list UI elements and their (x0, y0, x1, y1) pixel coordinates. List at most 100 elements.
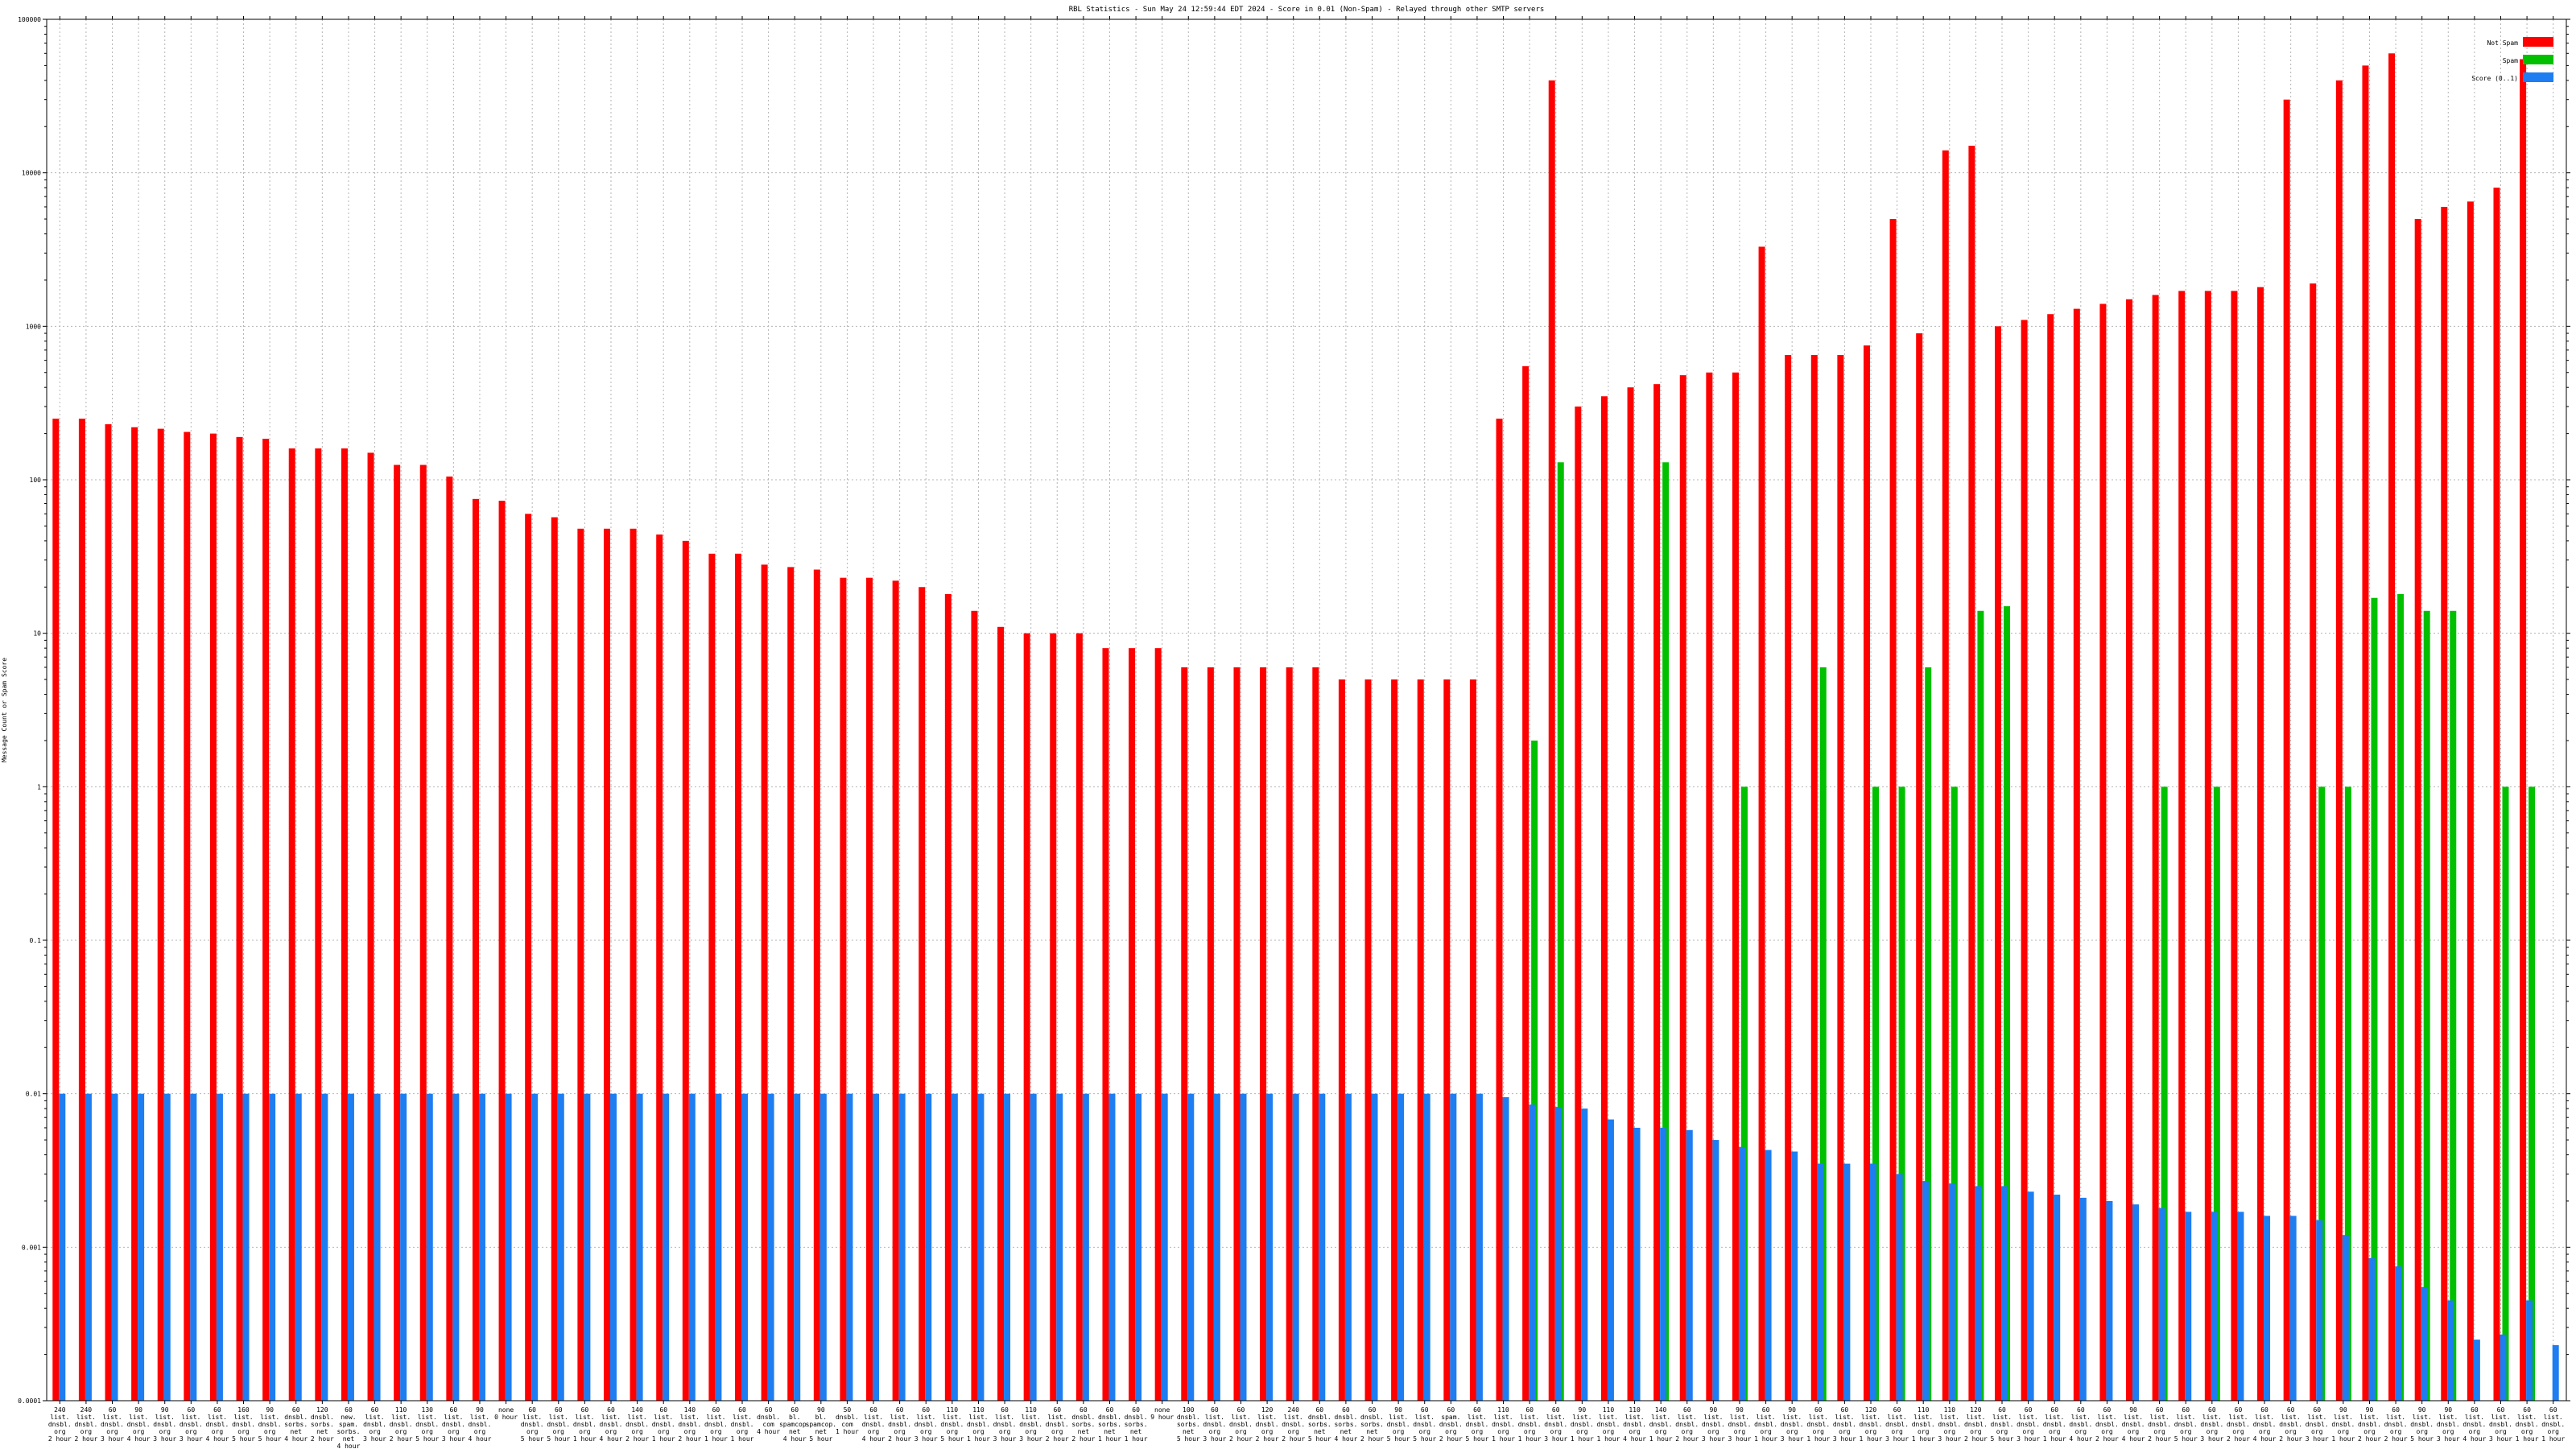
x-category-label: org (1261, 1428, 1274, 1435)
x-category-label: org (2469, 1428, 2481, 1435)
bar-score (2473, 1340, 2480, 1401)
x-category-label: 120 (1865, 1406, 1877, 1414)
x-category-label: 160 (237, 1406, 250, 1414)
x-category-label: dnsbl. (2516, 1421, 2539, 1428)
x-category-label: 60 (345, 1406, 353, 1414)
x-category-label: org (1707, 1428, 1719, 1435)
x-category-label: 5 hour (521, 1435, 544, 1443)
x-category-label: 0 hour (494, 1414, 518, 1421)
legend: Not Spam Spam Score (0..1) (2471, 37, 2553, 82)
y-axis-ticks: 0.0001 0.001 0.01 0.1 1 10 100 1000 10000 100000 (18, 16, 2570, 1405)
bar-score (663, 1093, 670, 1401)
x-category-label: 60 (2497, 1406, 2505, 1414)
bar-score (59, 1093, 66, 1401)
x-category-label: org (2075, 1428, 2087, 1435)
x-category-label: org (1629, 1428, 1641, 1435)
x-category-label: dnsbl. (390, 1421, 413, 1428)
x-category-label: 60 (450, 1406, 458, 1414)
bar-score (295, 1093, 302, 1401)
bar-score (1450, 1093, 1457, 1401)
bar-not-spam (1600, 396, 1608, 1401)
x-category-label: dnsbl. (363, 1421, 386, 1428)
x-category-label: list. (2307, 1414, 2326, 1421)
x-category-label: 5 hour (1413, 1435, 1436, 1443)
x-category-label: list. (1546, 1414, 1566, 1421)
x-category-label: org (2101, 1428, 2113, 1435)
x-category-label: 90 (1579, 1406, 1587, 1414)
x-category-label: 4 hour (783, 1435, 807, 1443)
x-category-label: dnsbl. (2122, 1421, 2145, 1428)
bar-not-spam (787, 567, 795, 1402)
bar-score (1843, 1163, 1851, 1401)
x-category-label: org (369, 1428, 381, 1435)
bar-score (1791, 1151, 1798, 1401)
x-category-label: dnsbl. (1282, 1421, 1305, 1428)
bar-not-spam (394, 464, 401, 1401)
x-category-label: 60 (1814, 1406, 1823, 1414)
x-category-label: 3 hour (1833, 1435, 1856, 1443)
x-category-label: 90 (817, 1406, 825, 1414)
x-category-label: dnsbl. (232, 1421, 255, 1428)
x-category-label: dnsbl. (757, 1414, 780, 1421)
x-category-label: com (762, 1421, 774, 1428)
x-category-label: dnsbl. (888, 1421, 911, 1428)
x-category-label: org (1025, 1428, 1037, 1435)
bar-score (2289, 1216, 2297, 1401)
x-category-label: list. (2544, 1414, 2563, 1421)
x-category-label: dnsbl. (1046, 1421, 1069, 1428)
x-category-label: list. (864, 1414, 883, 1421)
bar-score (242, 1093, 250, 1401)
bar-score (216, 1093, 223, 1401)
x-category-label: dnsbl. (2279, 1421, 2302, 1428)
x-category-label: dnsbl. (1860, 1421, 1883, 1428)
bar-score (951, 1093, 958, 1401)
x-category-label: org (2390, 1428, 2402, 1435)
x-category-label: list. (2438, 1414, 2458, 1421)
bar-not-spam (735, 553, 742, 1401)
bar-not-spam (603, 528, 610, 1402)
x-category-label: 60 (2523, 1406, 2531, 1414)
x-category-label: list. (522, 1414, 542, 1421)
x-category-label: 5 hour (809, 1435, 832, 1443)
bar-not-spam (577, 528, 584, 1402)
bar-not-spam (1181, 667, 1188, 1401)
x-category-label: 60 (1552, 1406, 1560, 1414)
x-category-label: 60 (2313, 1406, 2321, 1414)
x-category-label: 2 hour (1071, 1435, 1095, 1443)
x-category-label: dnsbl. (1360, 1414, 1384, 1421)
x-category-label: 140 (1655, 1406, 1667, 1414)
x-category-label: list. (1861, 1414, 1880, 1421)
bar-not-spam (341, 448, 348, 1402)
x-category-label: 60 (1421, 1406, 1429, 1414)
x-category-label: org (185, 1428, 197, 1435)
x-category-label: net (291, 1428, 303, 1435)
x-category-label: org (54, 1428, 66, 1435)
bar-not-spam (630, 528, 637, 1402)
bar-score (767, 1093, 774, 1401)
x-category-label: list. (916, 1414, 935, 1421)
x-category-label: 1 hour (1125, 1435, 1148, 1443)
x-category-label: list. (549, 1414, 568, 1421)
x-category-label: dnsbl. (2410, 1421, 2434, 1428)
x-category-label: 50 (844, 1406, 852, 1414)
x-category-label: org (1418, 1428, 1430, 1435)
x-category-label: 60 (1683, 1406, 1691, 1414)
bar-score (2552, 1345, 2559, 1401)
x-category-label: 60 (2260, 1406, 2268, 1414)
x-category-label: 3 hour (153, 1435, 176, 1443)
bar-score (2264, 1216, 2271, 1401)
x-category-label: list. (1782, 1414, 1802, 1421)
x-category-label: dnsbl. (1885, 1421, 1909, 1428)
bar-score (873, 1093, 880, 1401)
y-tick-label: 10000 (22, 170, 41, 177)
x-category-label: org (684, 1428, 696, 1435)
x-category-label: org (1051, 1428, 1063, 1435)
x-category-label: list. (1599, 1414, 1618, 1421)
bar-score (1554, 1107, 1562, 1401)
x-category-label: 3 hour (2017, 1435, 2040, 1443)
bar-not-spam (2388, 53, 2396, 1401)
x-category-label: 5 hour (1177, 1435, 1200, 1443)
x-category-label: dnsbl. (573, 1421, 597, 1428)
x-category-label: dnsbl. (1806, 1421, 1830, 1428)
x-category-label: 2 hour (311, 1435, 334, 1443)
